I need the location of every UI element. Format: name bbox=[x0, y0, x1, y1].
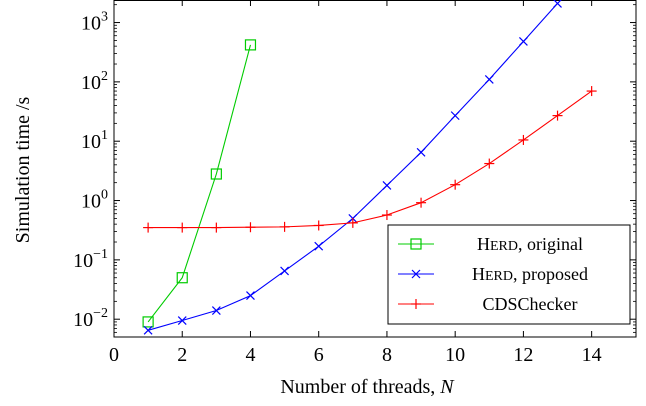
data-point-cdschecker bbox=[313, 220, 324, 231]
y-tick-label-base: 10 bbox=[73, 309, 93, 331]
marker-stroke bbox=[416, 147, 426, 157]
y-tick-label-exponent: 0 bbox=[101, 188, 108, 203]
data-point-herd-proposed bbox=[211, 306, 221, 315]
legend-label-part: H bbox=[472, 264, 485, 284]
x-tick-label: 8 bbox=[382, 344, 392, 366]
x-axis-title-text: Number of threads, bbox=[280, 376, 440, 398]
y-tick-label: 100 bbox=[81, 188, 108, 213]
data-point-herd-proposed bbox=[484, 74, 494, 84]
legend-marker-cdschecker bbox=[411, 299, 421, 309]
legend-label-herd-proposed: HERD, proposed bbox=[472, 264, 588, 284]
legend-marker-herd-original bbox=[410, 238, 422, 250]
y-tick-label-base: 10 bbox=[81, 191, 101, 213]
data-point-cdschecker bbox=[347, 217, 358, 228]
data-point-cdschecker bbox=[279, 221, 290, 232]
legend-item-herd-original: HERD, original bbox=[398, 234, 583, 254]
y-tick-label: 10−1 bbox=[73, 247, 108, 272]
data-point-cdschecker bbox=[143, 222, 154, 233]
data-point-cdschecker bbox=[381, 210, 392, 221]
legend-item-herd-proposed: HERD, proposed bbox=[398, 264, 588, 284]
data-point-herd-proposed bbox=[518, 37, 528, 46]
y-tick-label-exponent: −1 bbox=[93, 247, 108, 262]
data-point-herd-proposed bbox=[450, 111, 460, 121]
data-point-herd-original bbox=[244, 39, 257, 51]
legend-label-herd-original: HERD, original bbox=[477, 234, 583, 254]
data-point-cdschecker bbox=[552, 110, 563, 121]
data-point-herd-proposed bbox=[382, 180, 392, 190]
y-tick-label: 102 bbox=[81, 69, 108, 94]
y-tick-label: 103 bbox=[81, 10, 108, 35]
data-point-herd-proposed bbox=[280, 266, 290, 276]
data-point-herd-original bbox=[210, 168, 222, 180]
y-tick-label-base: 10 bbox=[81, 131, 101, 153]
marker-stroke bbox=[484, 74, 494, 84]
marker-stroke bbox=[553, 0, 562, 8]
data-point-herd-proposed bbox=[143, 325, 153, 335]
marker-stroke bbox=[411, 269, 421, 279]
x-axis-title: Number of threads, N bbox=[280, 376, 455, 398]
y-tick-label-exponent: −2 bbox=[93, 306, 108, 321]
series-line-cdschecker bbox=[148, 90, 592, 229]
x-tick-label: 10 bbox=[445, 344, 465, 366]
series-line-herd-original bbox=[147, 44, 252, 323]
x-axis-title-variable: N bbox=[439, 376, 455, 398]
x-tick-label: 14 bbox=[582, 344, 602, 366]
data-point-cdschecker bbox=[177, 222, 188, 233]
data-point-herd-proposed bbox=[553, 0, 562, 8]
marker-stroke bbox=[314, 241, 324, 251]
marker-stroke bbox=[518, 37, 528, 46]
y-tick-label: 10−2 bbox=[73, 306, 108, 331]
x-tick-label: 6 bbox=[314, 344, 324, 366]
data-point-cdschecker bbox=[245, 222, 256, 233]
legend-label-part: , proposed bbox=[513, 264, 588, 284]
legend-label-part: , original bbox=[518, 234, 583, 254]
marker-stroke bbox=[177, 316, 187, 325]
data-point-herd-proposed bbox=[246, 291, 255, 301]
legend-marker-herd-proposed bbox=[411, 269, 421, 279]
data-point-herd-original bbox=[142, 316, 154, 328]
y-tick-label-exponent: 2 bbox=[101, 69, 108, 84]
data-point-cdschecker bbox=[518, 134, 529, 145]
x-tick-label: 4 bbox=[245, 344, 255, 366]
series-herd-original bbox=[142, 39, 257, 328]
x-tick-label: 2 bbox=[177, 344, 187, 366]
y-tick-label-base: 10 bbox=[73, 250, 93, 272]
marker-stroke bbox=[211, 306, 221, 315]
legend-label-cdschecker: CDSChecker bbox=[483, 294, 578, 314]
x-tick-label: 0 bbox=[109, 344, 119, 366]
legend-label-part: H bbox=[477, 234, 490, 254]
y-tick-label: 101 bbox=[81, 128, 108, 153]
marker-stroke bbox=[246, 291, 255, 301]
legend-label-smallcaps: ERD bbox=[485, 269, 513, 284]
data-point-herd-original bbox=[176, 272, 188, 284]
plot-frame bbox=[113, 0, 637, 338]
marker-stroke bbox=[143, 325, 153, 335]
legend-label-smallcaps: ERD bbox=[490, 239, 518, 254]
data-point-herd-proposed bbox=[177, 316, 187, 325]
data-point-cdschecker bbox=[586, 86, 597, 97]
y-tick-label-exponent: 1 bbox=[101, 128, 108, 143]
marker-stroke bbox=[450, 111, 460, 121]
data-point-cdschecker bbox=[484, 158, 495, 169]
legend-item-cdschecker: CDSChecker bbox=[398, 294, 577, 314]
x-tick-label: 12 bbox=[513, 344, 533, 366]
y-axis-title: Simulation time /s bbox=[12, 96, 34, 243]
marker-stroke bbox=[382, 180, 392, 190]
series-cdschecker bbox=[143, 86, 597, 233]
y-tick-label-base: 10 bbox=[81, 72, 101, 94]
y-tick-label-exponent: 3 bbox=[101, 10, 108, 25]
data-point-cdschecker bbox=[416, 197, 427, 208]
y-tick-label-base: 10 bbox=[81, 13, 101, 35]
data-point-cdschecker bbox=[211, 222, 222, 233]
series-group bbox=[142, 0, 597, 335]
data-point-cdschecker bbox=[450, 179, 461, 190]
marker-stroke bbox=[280, 266, 290, 276]
legend-label-part: CDSChecker bbox=[483, 294, 578, 314]
data-point-herd-proposed bbox=[314, 241, 324, 251]
data-point-herd-proposed bbox=[416, 147, 426, 157]
